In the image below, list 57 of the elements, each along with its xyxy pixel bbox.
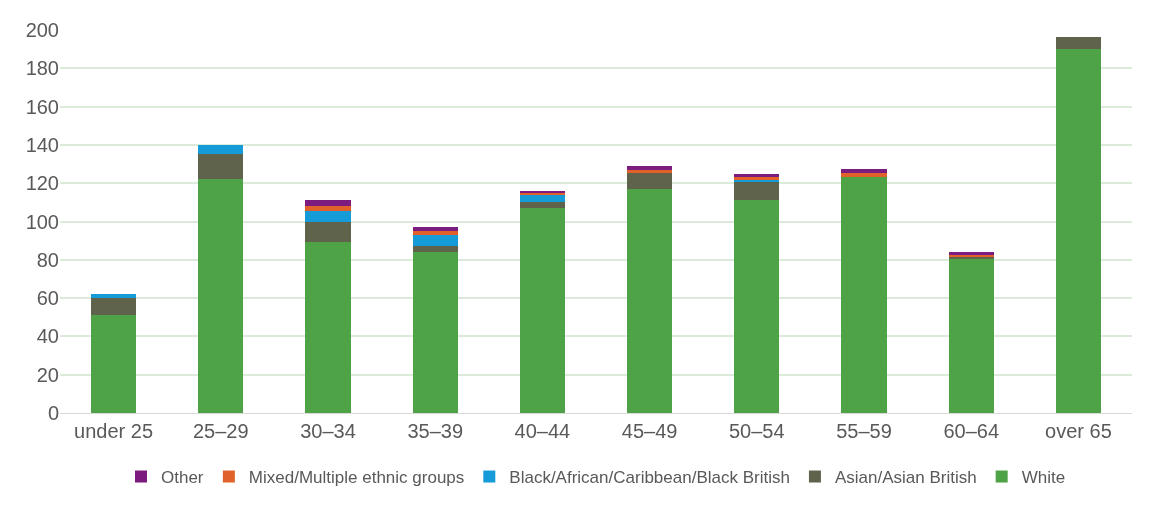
bar <box>305 210 351 223</box>
bar <box>198 154 244 180</box>
bar <box>91 315 137 413</box>
bar <box>305 206 351 211</box>
x-tick-label: 45–49 <box>621 420 678 442</box>
x-tick-label: under 25 <box>74 420 154 442</box>
y-tick-label: 40 <box>36 325 59 348</box>
bar <box>627 169 673 173</box>
y-tick-label: 0 <box>47 402 59 424</box>
x-tick-label: over 65 <box>1045 420 1112 442</box>
bar <box>91 294 137 299</box>
bar <box>1055 36 1101 50</box>
bar <box>198 144 244 155</box>
bar <box>841 168 887 173</box>
bar <box>412 246 458 253</box>
bar <box>91 298 137 316</box>
x-tick-label: 55–59 <box>836 420 892 442</box>
bar <box>841 176 887 413</box>
legend-label: Mixed/Multiple ethnic groups <box>248 468 465 488</box>
y-tick-label: 60 <box>36 287 59 310</box>
y-tick-label: 80 <box>36 248 59 271</box>
bar <box>948 258 994 413</box>
legend-label: Black/African/Caribbean/Black British <box>509 468 790 488</box>
bar <box>305 241 351 413</box>
x-tick-label: 40–44 <box>514 420 571 442</box>
bar <box>198 179 244 413</box>
bar <box>519 208 565 413</box>
legend-label: Other <box>161 468 204 488</box>
bar <box>305 222 351 242</box>
legend-label: White <box>1021 468 1066 488</box>
y-tick-label: 200 <box>25 19 59 41</box>
y-tick-label: 20 <box>36 363 59 386</box>
y-tick-label: 180 <box>25 57 59 80</box>
bar <box>841 172 887 177</box>
bar <box>627 172 673 189</box>
x-tick-label: 30–34 <box>300 420 356 442</box>
y-tick-label: 140 <box>25 133 59 156</box>
bar <box>412 234 458 247</box>
bar <box>734 200 780 413</box>
y-tick-label: 120 <box>25 172 59 195</box>
bar <box>412 252 458 413</box>
y-tick-label: 160 <box>25 95 59 118</box>
x-tick-label: 60–64 <box>943 420 1000 442</box>
bar <box>412 231 458 235</box>
x-tick-label: 25–29 <box>192 420 249 442</box>
y-tick-label: 100 <box>25 210 59 233</box>
legend-label: Asian/Asian British <box>834 468 977 488</box>
x-tick-label: 35–39 <box>407 420 464 442</box>
bar <box>627 188 673 413</box>
bar <box>1055 49 1101 413</box>
bar <box>412 227 458 232</box>
bar <box>627 165 673 170</box>
bar <box>734 181 780 201</box>
x-tick-label: 50–54 <box>728 420 785 442</box>
bar <box>519 194 565 203</box>
bar <box>305 200 351 207</box>
bar <box>519 202 565 209</box>
